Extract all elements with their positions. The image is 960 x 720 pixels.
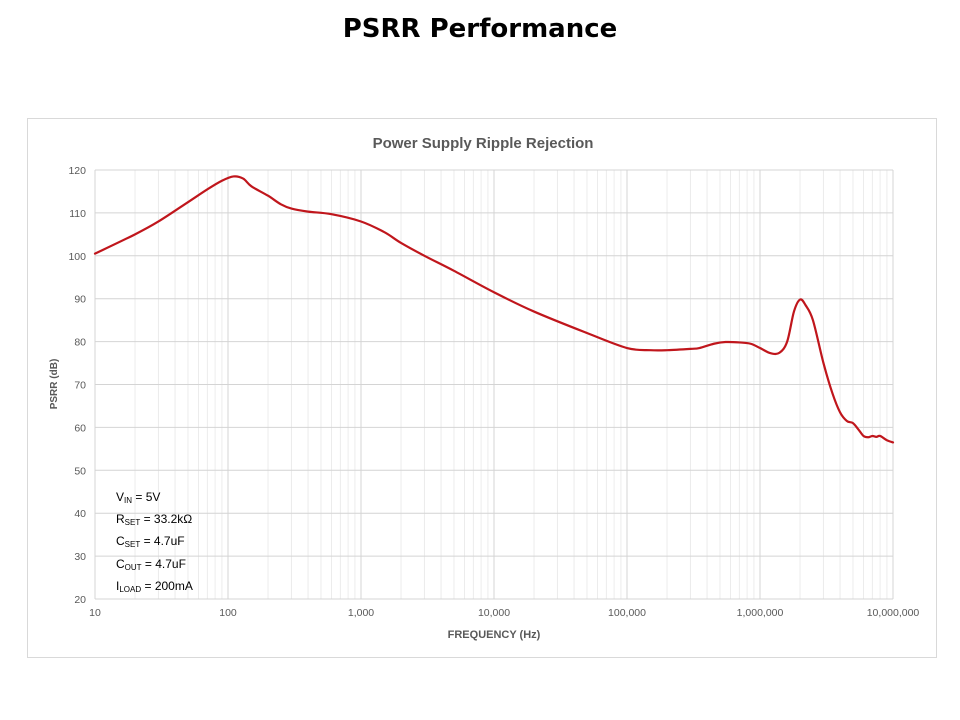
condition-vin: VIN = 5V xyxy=(116,490,161,505)
slide-title: PSRR Performance xyxy=(342,14,618,44)
x-tick-label: 10,000,000 xyxy=(867,607,920,619)
x-tick-label: 100,000 xyxy=(608,607,646,619)
condition-rset: RSET = 33.2kΩ xyxy=(116,512,193,528)
y-tick-label: 60 xyxy=(74,422,86,434)
x-tick-label: 10,000 xyxy=(478,607,510,619)
chart-title: Power Supply Ripple Rejection xyxy=(373,135,594,152)
y-tick-label: 120 xyxy=(68,165,86,177)
y-tick-label: 50 xyxy=(74,465,86,477)
x-tick-label: 1,000 xyxy=(348,607,374,619)
x-axis-label: FREQUENCY (Hz) xyxy=(448,629,541,641)
condition-cout: COUT = 4.7uF xyxy=(116,556,186,572)
test-conditions: VIN = 5V RSET = 33.2kΩ CSET = 4.7uF COUT… xyxy=(116,488,193,599)
y-tick-label: 90 xyxy=(74,294,86,306)
chart-frame: 20 30 40 50 60 70 80 90 100 110 120 10 100 1,000 10,0… xyxy=(27,118,937,658)
y-tick-label: 80 xyxy=(74,337,86,349)
psrr-series-line xyxy=(93,175,895,444)
major-gridlines xyxy=(94,169,894,600)
condition-iload: ILOAD = 200mA xyxy=(116,578,193,594)
x-tick-label: 1,000,000 xyxy=(737,607,784,619)
y-axis-label: PSRR (dB) xyxy=(49,359,60,410)
x-tick-labels: 10 100 1,000 10,000 100,000 1,000,000 10,000,0… xyxy=(89,607,919,619)
x-tick-label: 10 xyxy=(89,607,101,619)
x-tick-label: 100 xyxy=(219,607,237,619)
y-tick-labels: 20 30 40 50 60 70 80 90 100 110 120 xyxy=(68,165,86,606)
condition-cset: CSET = 4.7uF xyxy=(116,534,185,550)
y-tick-label: 30 xyxy=(74,551,86,563)
y-tick-label: 100 xyxy=(68,251,86,263)
y-tick-label: 110 xyxy=(69,208,86,220)
y-tick-label: 20 xyxy=(74,594,86,606)
y-tick-label: 70 xyxy=(74,380,86,392)
psrr-chart: 20 30 40 50 60 70 80 90 100 110 120 10 100 1,000 10,0… xyxy=(49,135,919,641)
y-tick-label: 40 xyxy=(74,508,86,520)
